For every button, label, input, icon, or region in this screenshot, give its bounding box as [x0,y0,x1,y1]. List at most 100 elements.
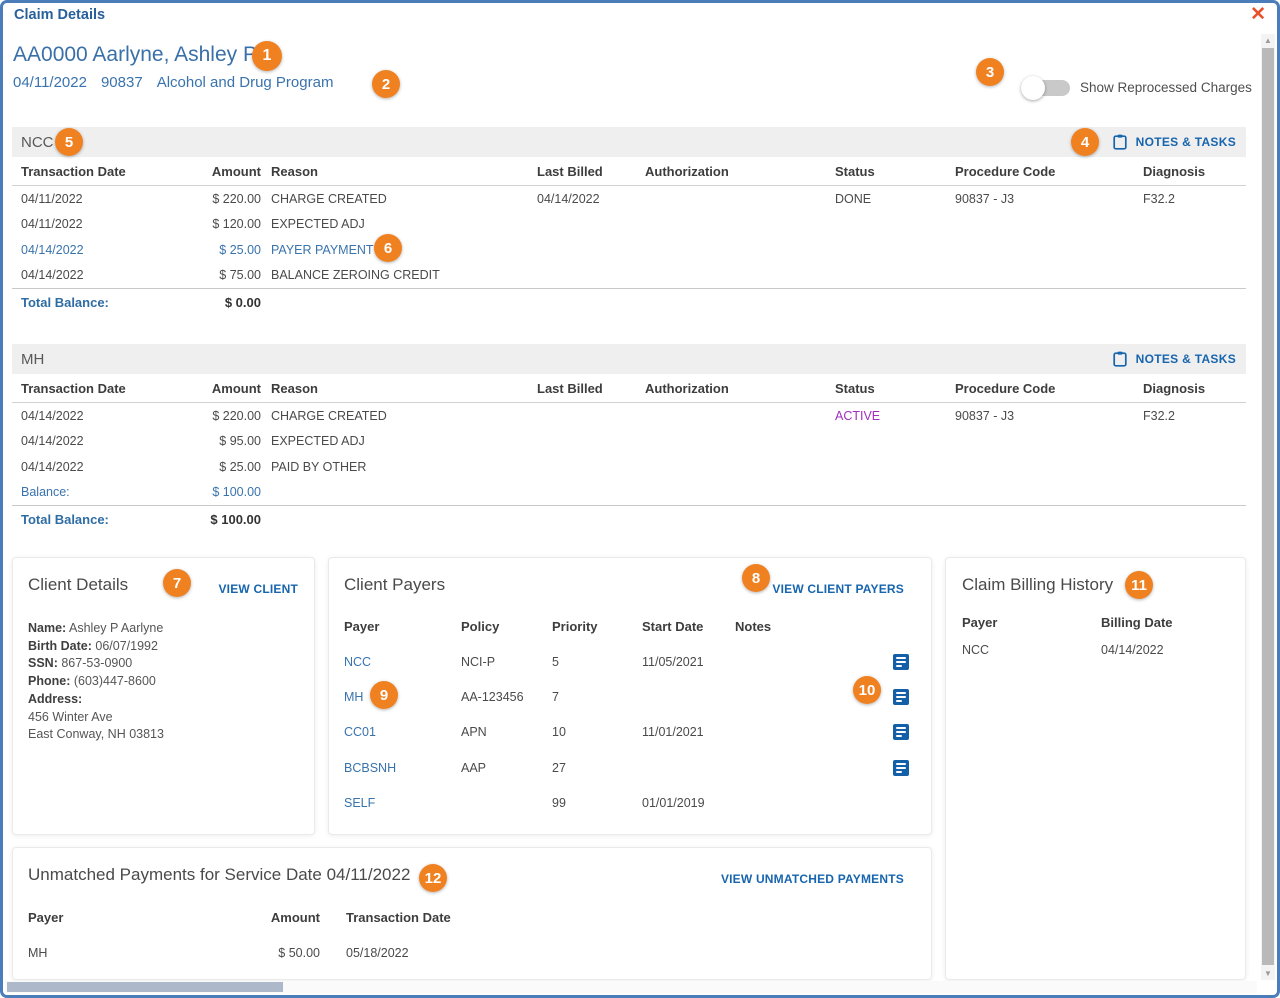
address-line-1: 456 Winter Ave [28,709,113,724]
vertical-scrollbar[interactable]: ▲ ▼ [1261,34,1275,980]
total-balance-amount: $ 0.00 [224,295,261,310]
service-date-link[interactable]: 04/11/2022 [13,74,87,91]
client-name-heading: AA0000 Aarlyne, Ashley P [13,43,257,66]
payer-link[interactable]: NCC [344,654,372,669]
callout-8: 8 [742,564,770,592]
charge-row: 04/14/2022 $ 95.00 EXPECTED ADJ [21,434,365,449]
total-balance-row: Total Balance: $ 0.00 [12,288,1246,316]
callout-4: 4 [1071,128,1099,156]
client-payers-card: Client Payers VIEW CLIENT PAYERS Payer P… [328,557,932,835]
unmatched-payment-row: MH $ 50.00 05/18/2022 [28,946,409,960]
section-header-ncc: NCC NOTES & TASKS [12,127,1246,157]
view-unmatched-payments-link[interactable]: VIEW UNMATCHED PAYMENTS [720,872,904,886]
cell-date: 04/11/2022 [21,191,83,206]
callout-7: 7 [163,569,191,597]
payer-row: BCBSNH AAP 27 [329,750,931,785]
cell-diagnosis: F32.2 [1143,408,1175,423]
callout-12: 12 [419,864,447,892]
balance-amount-link[interactable]: $ 100.00 [212,485,261,500]
col-diagnosis: Diagnosis [1143,163,1206,179]
payer-row: NCC NCI-P 5 11/05/2021 [329,644,931,679]
field-ssn: SSN: 867-53-0900 [28,656,133,671]
cell-last-billed: 04/14/2022 [537,191,600,206]
cell-diagnosis: F32.2 [1143,191,1175,206]
cell-reason: CHARGE CREATED [271,408,387,423]
col-amount: Amount [211,163,261,179]
vertical-scroll-thumb[interactable] [1262,48,1274,965]
clipboard-icon [1112,134,1127,150]
payer-link[interactable]: SELF [344,796,376,811]
col-status: Status [835,163,875,179]
callout-9: 9 [370,681,398,709]
unmatched-payments-card: Unmatched Payments for Service Date 04/1… [12,847,932,980]
status-active-badge: ACTIVE [835,408,881,423]
show-reprocessed-toggle[interactable] [1021,76,1070,100]
cell-reason: BALANCE ZEROING CREDIT [271,268,440,283]
payer-row: MH AA-123456 7 [329,679,931,714]
payer-note-icon[interactable] [893,759,909,776]
client-payers-header: Payer Policy Priority Start Date Notes [344,618,772,634]
col-procedure-code: Procedure Code [955,163,1056,179]
cell-amount: $ 220.00 [212,408,261,423]
charge-row: 04/14/2022 $ 25.00 PAID BY OTHER [21,459,367,474]
charge-row: 04/14/2022 $ 75.00 BALANCE ZEROING CREDI… [12,263,1246,289]
toggle-knob[interactable] [1021,76,1045,100]
close-icon[interactable]: ✕ [1250,4,1266,25]
cell-reason: CHARGE CREATED [271,191,387,206]
payer-section-name: MH [21,350,45,368]
col-last-billed: Last Billed [537,163,603,179]
cell-date: 04/14/2022 [21,268,84,283]
callout-10: 10 [853,676,881,704]
col-transaction-date: Transaction Date [21,163,126,179]
payer-row: SELF 99 01/01/2019 [344,796,705,811]
scroll-up-arrow-icon[interactable]: ▲ [1264,36,1272,45]
billing-history-row: NCC 04/14/2022 [962,643,1164,657]
view-client-link[interactable]: VIEW CLIENT [218,582,298,596]
charge-row: 04/11/2022 $ 220.00 CHARGE CREATED 04/14… [12,186,1246,212]
payer-section-name: NCC [21,133,54,151]
callout-5: 5 [55,128,83,156]
horizontal-scrollbar[interactable] [5,981,1257,993]
cell-amount: $ 120.00 [212,217,261,232]
charge-section-mh: MH NOTES & TASKS Transaction Date Amount… [12,344,1246,533]
horizontal-scroll-thumb[interactable] [7,982,283,992]
payer-note-icon[interactable] [893,689,909,706]
balance-link[interactable]: Balance: [21,485,70,500]
client-details-title: Client Details [28,575,129,594]
field-birth-date: Birth Date: 06/07/1992 [28,638,158,653]
cell-amount: $ 220.00 [212,191,261,206]
callout-3: 3 [976,58,1004,86]
notes-tasks-button[interactable]: NOTES & TASKS [1112,134,1236,150]
cpt-code-link[interactable]: 90837 [100,74,143,91]
client-details-fields: Name: Ashley P Aarlyne Birth Date: 06/07… [28,620,164,744]
payer-link[interactable]: CC01 [344,725,376,740]
show-reprocessed-label: Show Reprocessed Charges [1080,80,1252,95]
payer-note-icon[interactable] [893,653,909,670]
payer-payment-link[interactable]: PAYER PAYMENT [271,242,374,257]
client-payers-rows: NCC NCI-P 5 11/05/2021 MH AA-123456 7 CC… [329,644,931,821]
notes-tasks-label: NOTES & TASKS [1135,135,1236,149]
payer-note-icon[interactable] [893,724,909,741]
notes-tasks-button[interactable]: NOTES & TASKS [1112,351,1236,367]
billing-history-header: Payer Billing Date [962,614,1173,630]
total-balance-label: Total Balance: [21,295,109,310]
cell-procedure-code: 90837 - J3 [955,408,1015,423]
program-link[interactable]: Alcohol and Drug Program [156,74,334,91]
payer-link[interactable]: MH [344,690,364,705]
claim-billing-history-title: Claim Billing History [962,575,1114,594]
cell-date: 04/14/2022 [21,408,84,423]
scroll-down-arrow-icon[interactable]: ▼ [1264,969,1272,978]
clipboard-icon [1112,351,1127,367]
field-phone: Phone: (603)447-8600 [28,674,156,689]
col-authorization: Authorization [645,163,729,179]
total-balance-label: Total Balance: [21,512,109,527]
payer-link[interactable]: BCBSNH [344,760,397,775]
cell-procedure-code: 90837 - J3 [955,191,1015,206]
cell-date-link[interactable]: 04/14/2022 [21,242,84,257]
callout-2: 2 [372,70,400,98]
cell-amount-link[interactable]: $ 25.00 [219,242,261,257]
claim-links: 04/11/2022 90837 Alcohol and Drug Progra… [13,74,333,91]
view-client-payers-link[interactable]: VIEW CLIENT PAYERS [772,582,904,596]
cell-amount: $ 75.00 [219,268,261,283]
